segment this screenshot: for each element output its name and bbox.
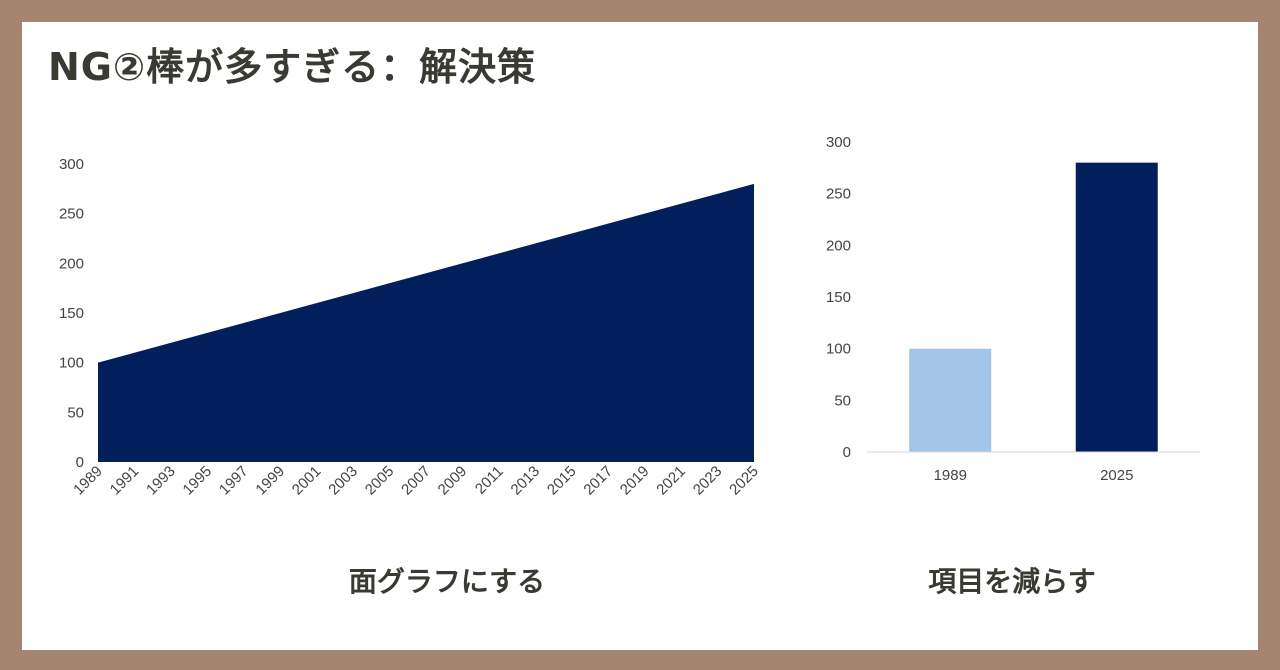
bar-x-tick-label: 1989 xyxy=(934,467,967,484)
bar-x-tick-label: 2025 xyxy=(1100,467,1133,484)
bar-y-tick-label: 250 xyxy=(826,186,851,203)
area-x-tick-label: 1991 xyxy=(107,463,143,499)
bar-y-tick-label: 0 xyxy=(843,444,851,461)
area-series xyxy=(98,183,754,462)
page-title: NG②棒が多すぎる：解決策 xyxy=(48,45,537,89)
area-y-tick-label: 150 xyxy=(59,305,84,322)
area-x-tick-label: 1997 xyxy=(216,463,252,499)
area-chart-caption: 面グラフにする xyxy=(348,565,546,598)
area-x-tick-label: 2021 xyxy=(653,463,689,499)
area-x-tick-label: 1993 xyxy=(143,463,179,499)
area-y-tick-label: 50 xyxy=(67,404,84,421)
bar-y-tick-label: 50 xyxy=(834,392,851,409)
area-x-tick-label: 2009 xyxy=(435,463,471,499)
area-y-tick-label: 200 xyxy=(59,255,84,272)
area-y-tick-label: 100 xyxy=(59,355,84,372)
area-y-tick-label: 300 xyxy=(59,156,84,173)
area-x-tick-label: 2011 xyxy=(472,463,507,498)
area-x-tick-label: 2013 xyxy=(508,463,544,499)
area-x-tick-label: 2023 xyxy=(690,463,726,499)
area-x-tick-label: 1999 xyxy=(252,463,288,499)
bar-chart-caption: 項目を減らす xyxy=(928,565,1096,598)
area-x-tick-label: 2007 xyxy=(398,463,434,499)
area-x-tick-label: 2005 xyxy=(362,463,398,499)
area-x-tick-label: 2025 xyxy=(726,463,762,499)
area-x-tick-label: 1995 xyxy=(180,463,216,499)
area-y-tick-label: 250 xyxy=(59,206,84,223)
area-x-tick-label: 2003 xyxy=(325,463,361,499)
area-x-tick-label: 2015 xyxy=(544,463,580,499)
bar-1989 xyxy=(909,348,992,452)
slide-card: NG②棒が多すぎる：解決策 0 50 100 150 200 250 300 1989 1991… xyxy=(22,22,1258,650)
bar-y-tick-label: 300 xyxy=(826,134,851,151)
bar-2025 xyxy=(1075,162,1158,452)
bar-y-tick-label: 150 xyxy=(826,289,851,306)
area-x-tick-label: 2001 xyxy=(289,463,325,499)
area-x-tick-label: 2017 xyxy=(580,463,616,499)
bar-y-tick-label: 100 xyxy=(826,341,851,358)
area-y-tick-label: 0 xyxy=(76,454,84,471)
bar-y-tick-label: 200 xyxy=(826,237,851,254)
area-x-tick-label: 2019 xyxy=(617,463,653,499)
charts-canvas: 0 50 100 150 200 250 300 1989 1991 1993 1995 1997 19… xyxy=(59,134,1200,498)
bar-chart: 0 50 100 150 200 250 300 1989 2025 xyxy=(826,134,1200,484)
